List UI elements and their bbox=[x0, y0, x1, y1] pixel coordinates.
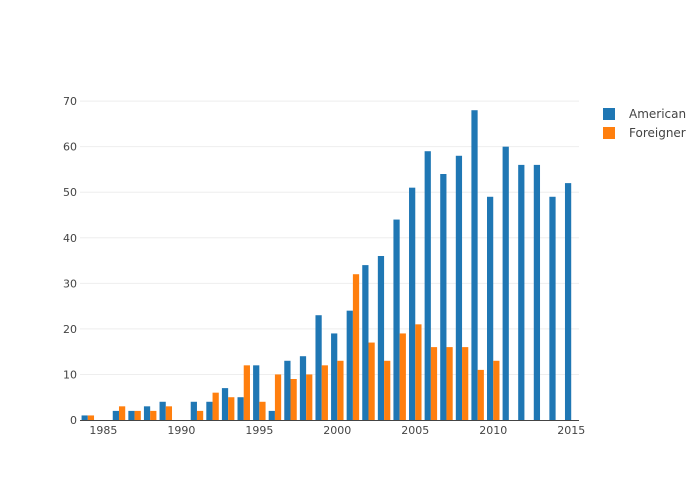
bar-foreigner-2003 bbox=[384, 360, 391, 420]
bar-foreigner-1996 bbox=[274, 374, 282, 420]
y-tick-label-10: 10 bbox=[63, 368, 77, 381]
y-tick-label-30: 30 bbox=[63, 277, 77, 290]
y-tick-label-70: 70 bbox=[63, 95, 77, 108]
bar-foreigner-2005 bbox=[415, 324, 422, 420]
bar-american-2000 bbox=[331, 333, 338, 420]
bar-foreigner-1997 bbox=[290, 379, 297, 420]
bar-foreigner-2008 bbox=[462, 347, 469, 420]
bar-american-2005 bbox=[409, 187, 416, 420]
bar-foreigner-1995 bbox=[259, 401, 266, 420]
x-tick-label-2015: 2015 bbox=[557, 424, 585, 437]
bar-american-2006 bbox=[424, 151, 431, 420]
bar-foreigner-1989 bbox=[165, 406, 173, 420]
bar-foreigner-1992 bbox=[212, 392, 219, 420]
bar-foreigner-1986 bbox=[118, 406, 126, 420]
bar-american-2008 bbox=[455, 155, 463, 420]
legend-swatch-foreigner bbox=[603, 127, 615, 139]
x-tick-label-2005: 2005 bbox=[401, 424, 429, 437]
y-axis-ticks: 0 10 20 30 40 50 60 70 bbox=[63, 95, 77, 427]
bar-american-2013 bbox=[533, 164, 541, 420]
x-tick-label-2010: 2010 bbox=[479, 424, 507, 437]
bar-american-1993 bbox=[221, 388, 229, 420]
bar-american-1992 bbox=[206, 401, 213, 420]
bar-american-2010 bbox=[487, 196, 494, 420]
bar-foreigner-1993 bbox=[228, 397, 235, 420]
bar-american-2009 bbox=[471, 110, 478, 420]
bars bbox=[81, 110, 572, 421]
bar-foreigner-1984 bbox=[87, 415, 95, 420]
bar-foreigner-2010 bbox=[493, 360, 500, 420]
legend-label-american: American bbox=[629, 107, 686, 121]
x-tick-label-1990: 1990 bbox=[167, 424, 195, 437]
bar-foreigner-1987 bbox=[134, 410, 141, 420]
bar-foreigner-1994 bbox=[243, 365, 250, 420]
bar-american-1997 bbox=[284, 360, 291, 420]
bar-american-1994 bbox=[237, 397, 244, 420]
bar-foreigner-1988 bbox=[150, 410, 157, 420]
bar-american-1986 bbox=[112, 410, 119, 420]
bar-foreigner-2001 bbox=[352, 274, 360, 420]
bar-american-1996 bbox=[268, 410, 275, 420]
bar-foreigner-2006 bbox=[430, 347, 438, 420]
bar-foreigner-2009 bbox=[477, 369, 484, 420]
bar-foreigner-2007 bbox=[446, 347, 453, 420]
x-tick-label-1985: 1985 bbox=[89, 424, 117, 437]
y-tick-label-60: 60 bbox=[63, 141, 77, 154]
bar-foreigner-1998 bbox=[306, 374, 313, 420]
x-axis-ticks: 1985 1990 1995 2000 2005 2010 2015 bbox=[89, 424, 585, 437]
bar-american-2002 bbox=[362, 265, 369, 420]
bar-american-1989 bbox=[159, 401, 166, 420]
y-tick-label-50: 50 bbox=[63, 186, 77, 199]
bar-american-2003 bbox=[377, 256, 385, 420]
x-tick-label-1995: 1995 bbox=[245, 424, 273, 437]
bar-american-2014 bbox=[549, 196, 556, 420]
y-tick-label-0: 0 bbox=[70, 414, 77, 427]
bar-american-1987 bbox=[128, 410, 135, 420]
bar-american-1998 bbox=[299, 356, 307, 420]
bar-foreigner-2002 bbox=[368, 342, 375, 420]
legend-swatch-american bbox=[603, 108, 615, 120]
bar-american-1991 bbox=[190, 401, 197, 420]
grid-lines bbox=[80, 100, 579, 375]
legend-label-foreigner: Foreigner bbox=[629, 126, 686, 140]
bar-foreigner-1999 bbox=[321, 365, 328, 420]
bar-american-2007 bbox=[440, 174, 447, 420]
y-tick-label-40: 40 bbox=[63, 232, 77, 245]
bar-american-2004 bbox=[393, 219, 400, 420]
bar-american-1984 bbox=[81, 415, 88, 420]
legend: American Foreigner bbox=[603, 107, 686, 140]
bar-american-1995 bbox=[253, 365, 260, 420]
bar-american-2015 bbox=[564, 183, 572, 420]
bar-american-2012 bbox=[518, 164, 525, 420]
bar-american-2001 bbox=[346, 310, 353, 420]
bar-foreigner-2004 bbox=[399, 333, 406, 420]
bar-foreigner-2000 bbox=[337, 360, 344, 420]
y-tick-label-20: 20 bbox=[63, 323, 77, 336]
bar-american-2011 bbox=[502, 146, 509, 421]
bar-american-1999 bbox=[315, 315, 322, 420]
bar-foreigner-1991 bbox=[196, 410, 204, 420]
bar-american-1988 bbox=[143, 406, 151, 420]
x-tick-label-2000: 2000 bbox=[323, 424, 351, 437]
